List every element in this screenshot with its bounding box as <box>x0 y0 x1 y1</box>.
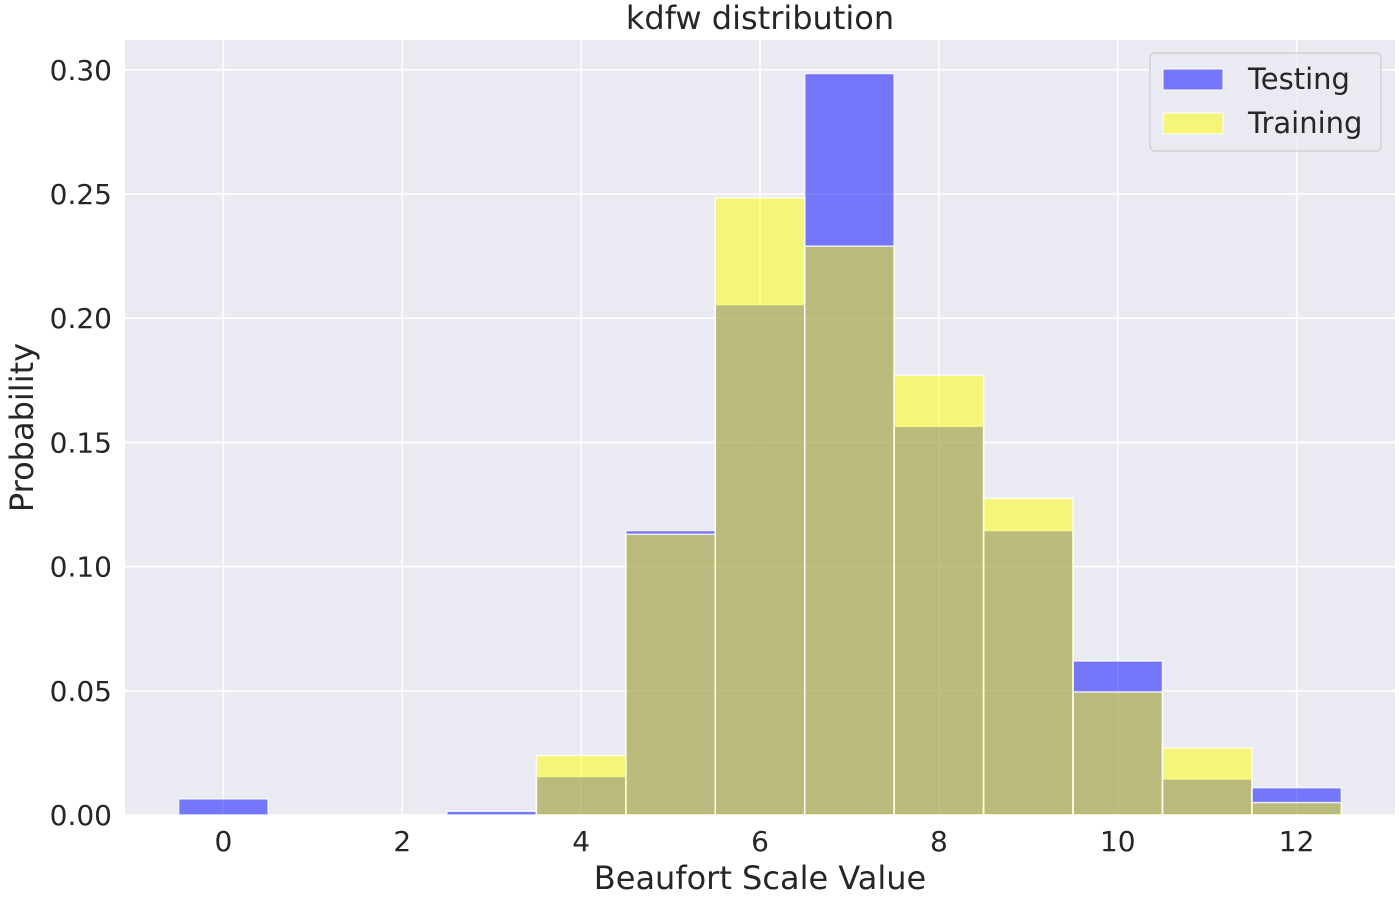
legend-swatch-testing <box>1162 68 1224 91</box>
bar-testing <box>446 810 538 816</box>
x-tick-label: 4 <box>572 825 590 858</box>
bar-training <box>893 374 985 816</box>
bar-training <box>1072 691 1164 816</box>
chart-title: kdfw distribution <box>626 0 894 37</box>
bar-training <box>1161 747 1253 816</box>
y-tick-label: 0.25 <box>50 178 112 211</box>
y-tick-label: 0.10 <box>50 551 112 584</box>
legend: Testing Training <box>1149 52 1382 152</box>
x-tick-label: 0 <box>214 825 232 858</box>
bar-training <box>714 196 806 816</box>
y-tick-label: 0.20 <box>50 302 112 335</box>
legend-label-training: Training <box>1247 106 1362 140</box>
legend-swatch-training <box>1162 112 1224 135</box>
x-tick-label: 8 <box>930 825 948 858</box>
x-axis-title: Beaufort Scale Value <box>594 859 926 897</box>
bar-training <box>625 533 717 816</box>
x-tick-label: 2 <box>393 825 411 858</box>
tick-labels: 0 2 4 6 8 10 12 0.00 0.05 0.10 0.15 0.20 0.25 0.30 <box>50 54 1315 858</box>
x-tick-label: 6 <box>751 825 769 858</box>
y-tick-label: 0.30 <box>50 54 112 87</box>
y-tick-label: 0.00 <box>50 799 112 832</box>
bars <box>177 72 1343 816</box>
bar-training <box>803 245 895 816</box>
y-tick-label: 0.15 <box>50 426 112 459</box>
legend-label-testing: Testing <box>1247 62 1350 96</box>
bar-training <box>982 497 1074 816</box>
x-tick-label: 12 <box>1279 825 1315 858</box>
bar-training <box>535 754 627 816</box>
y-tick-label: 0.05 <box>50 675 112 708</box>
x-tick-label: 10 <box>1100 825 1136 858</box>
y-axis-title: Probability <box>3 343 41 512</box>
bar-training <box>1251 801 1343 816</box>
bar-testing <box>177 798 269 816</box>
